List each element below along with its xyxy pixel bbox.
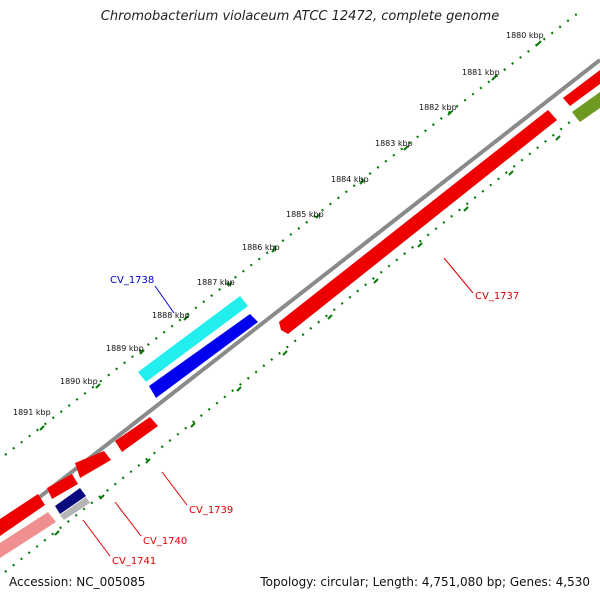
tick-label: 1889 kbp [106,344,144,353]
tick-label: 1880 kbp [506,31,544,40]
gene-label: CV_1741 [112,556,156,567]
gene-small-red[interactable] [47,474,78,499]
tick-label: 1885 kbp [286,210,324,219]
tick-mark [447,110,453,116]
tick-mark [508,170,514,176]
tick-label: 1881 kbp [462,68,500,77]
tick-label: 1891 kbp [13,408,51,417]
topology-text: Topology: circular; Length: 4,751,080 bp… [260,575,590,589]
tick-mark [359,179,365,185]
inner-ruler [4,97,600,573]
tick-mark [39,425,45,431]
inner-tick-group [54,135,561,536]
gene-top-right-red[interactable] [563,70,600,106]
leader-cv1738 [154,285,175,314]
tick-mark [145,458,151,464]
tick-label: 1888 kbp [152,311,190,320]
gene-cv1737[interactable] [279,110,557,334]
tick-label: 1884 kbp [331,175,369,184]
tick-mark [373,278,379,284]
tick-mark [491,75,497,81]
tick-label: 1886 kbp [242,243,280,252]
gene-label: CV_1740 [143,536,187,547]
map-title: Chromobacterium violaceum ATCC 12472, co… [100,9,500,24]
tick-mark [315,213,321,219]
tick-mark [417,242,423,248]
tick-label: 1890 kbp [60,377,98,386]
gene-navy[interactable] [55,488,86,514]
gene-label: CV_1738 [110,275,154,286]
tick-mark [555,135,561,141]
tick-mark [327,314,333,320]
tick-mark [190,422,196,428]
tick-mark [183,315,189,321]
leader-cv1739 [161,471,188,506]
leader-cv1737 [443,257,474,294]
gene-cv1741[interactable] [0,494,45,536]
tick-mark [236,386,242,392]
gene-cv1740[interactable] [75,451,111,478]
tick-label: 1883 kbp [375,139,413,148]
gene-label: CV_1739 [189,505,233,516]
tick-label: 1887 kbp [197,278,235,287]
tick-mark [271,247,277,253]
gene-cv1738-cyan[interactable] [138,296,248,382]
tick-group: 1880 kbp 1881 kbp 1882 kbp 1883 kbp 1884… [13,31,544,431]
gene-label: CV_1737 [475,291,519,302]
accession-text: Accession: NC_005085 [9,575,146,589]
tick-mark [95,383,101,389]
tick-mark [282,350,288,356]
gene-cv1738-blue[interactable] [149,314,258,398]
tick-mark [403,145,409,151]
outer-ruler [4,9,583,456]
tick-mark [536,40,542,46]
tick-mark [463,206,469,212]
leader-cv1741 [82,519,111,557]
tick-mark [227,281,233,287]
gene-green[interactable] [572,92,600,122]
gene-gray-small[interactable] [60,497,90,520]
genome-backbone [0,58,600,530]
tick-mark [54,530,60,536]
tick-mark [99,494,105,500]
gene-pink[interactable] [0,512,56,558]
gene-cv1739[interactable] [115,417,158,452]
tick-label: 1882 kbp [419,103,457,112]
tick-mark [139,349,145,355]
leader-cv1740 [114,501,142,537]
